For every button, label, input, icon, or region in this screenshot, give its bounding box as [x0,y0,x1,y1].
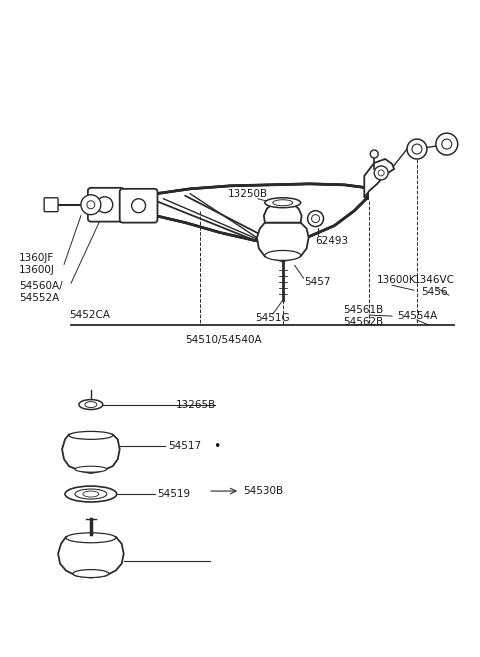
Ellipse shape [83,491,99,497]
Text: 54510/54540A: 54510/54540A [185,335,262,345]
Polygon shape [129,184,367,244]
Ellipse shape [79,399,103,409]
Ellipse shape [442,139,452,149]
Ellipse shape [85,401,97,407]
Ellipse shape [312,215,320,223]
Ellipse shape [69,432,113,440]
Ellipse shape [75,466,107,472]
Ellipse shape [73,570,109,578]
Ellipse shape [273,200,293,206]
Text: 5457: 5457 [305,277,331,287]
Ellipse shape [378,170,384,176]
Text: 54560A/: 54560A/ [19,281,63,291]
Text: 5451G: 5451G [255,313,289,323]
Text: 13600K: 13600K [377,275,417,285]
Ellipse shape [265,198,300,208]
Text: 54517: 54517 [168,442,202,451]
Polygon shape [264,203,301,223]
FancyBboxPatch shape [88,188,124,221]
Text: 54562B: 54562B [343,317,384,327]
Ellipse shape [87,201,95,209]
Ellipse shape [374,166,388,180]
Text: •: • [213,440,220,453]
Text: 54561B: 54561B [343,305,384,315]
Ellipse shape [66,533,116,543]
Ellipse shape [75,489,107,499]
Ellipse shape [65,486,117,502]
Text: 54530B: 54530B [243,486,283,496]
Ellipse shape [436,133,458,155]
Polygon shape [58,537,124,578]
Ellipse shape [132,199,145,213]
Ellipse shape [265,250,300,260]
Text: 5452CA: 5452CA [69,310,110,320]
Text: 54554A: 54554A [397,311,437,321]
Text: 5456: 5456 [421,287,447,297]
Ellipse shape [407,139,427,159]
Text: 13250B: 13250B [228,189,268,199]
Text: 54552A: 54552A [19,293,60,303]
Text: 1360JF: 1360JF [19,254,55,263]
Ellipse shape [412,144,422,154]
Ellipse shape [97,196,113,213]
FancyBboxPatch shape [44,198,58,212]
Polygon shape [257,223,309,261]
Ellipse shape [308,211,324,227]
Ellipse shape [370,150,378,158]
Text: 54519: 54519 [157,489,191,499]
Text: 1346VC: 1346VC [414,275,455,285]
Text: 13265B: 13265B [175,399,216,409]
FancyBboxPatch shape [120,189,157,223]
Polygon shape [62,434,120,473]
Text: 62493: 62493 [315,235,348,246]
Ellipse shape [81,194,101,215]
Polygon shape [364,159,394,198]
Text: 13600J: 13600J [19,265,55,275]
